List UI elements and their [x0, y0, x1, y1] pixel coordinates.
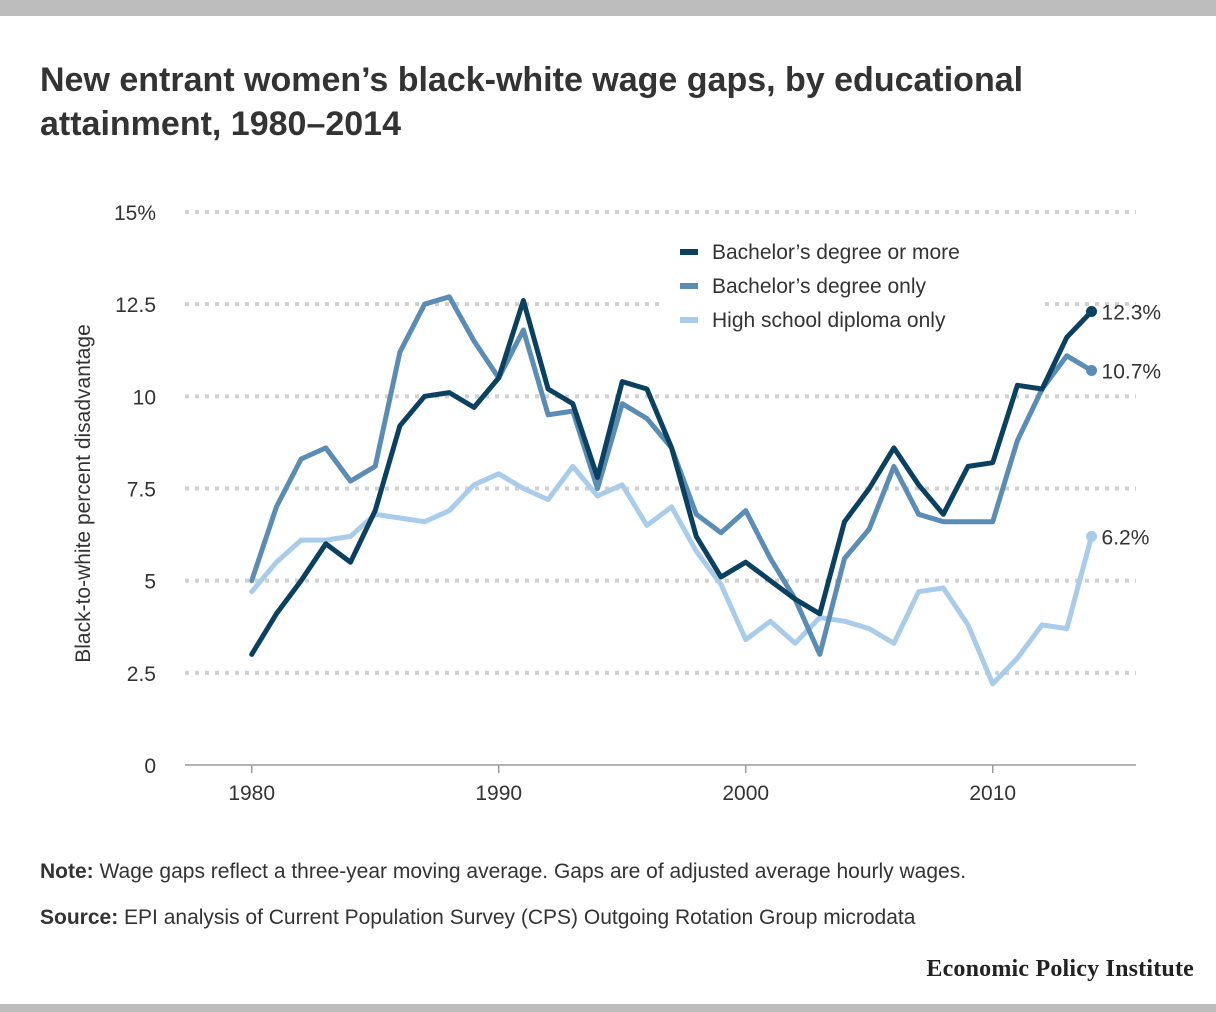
series-end-label: 10.7%	[1102, 361, 1162, 384]
x-tick-label: 1990	[475, 782, 522, 805]
x-tick-label: 2000	[722, 782, 769, 805]
top-border-bar	[0, 0, 1216, 16]
series-end-label: 6.2%	[1102, 526, 1150, 549]
series-end-label: 12.3%	[1102, 302, 1162, 325]
line-chart: 0 2.5 5 7.5 10 12.5 15% 1980 1990 2000 2010 Black-t…	[72, 202, 1162, 805]
y-tick-label: 2.5	[127, 663, 156, 686]
chart-title: New entrant women’s black-white wage gap…	[40, 61, 1024, 143]
source-text: EPI analysis of Current Population Surve…	[118, 906, 916, 929]
legend-background	[664, 232, 1044, 344]
series-end-point	[1086, 530, 1098, 542]
y-tick-label: 15%	[114, 202, 156, 225]
source-label: Source:	[40, 906, 119, 929]
y-tick-label: 10	[133, 386, 156, 409]
note-label: Note:	[40, 860, 94, 883]
note-text: Wage gaps reflect a three-year moving av…	[93, 860, 967, 883]
series-line-0	[249, 298, 1094, 657]
x-tick-label: 1980	[228, 782, 275, 805]
epi-logo-wordmark: Economic Policy Institute	[926, 956, 1194, 982]
legend-label: Bachelor’s degree only	[712, 275, 927, 298]
y-axis-title: Black-to-white percent disadvantage	[72, 324, 95, 663]
y-tick-label: 12.5	[115, 294, 156, 317]
chart-note: Note: Wage gaps reflect a three-year mov…	[40, 860, 966, 884]
series-end-point	[1086, 365, 1098, 377]
series-end-point	[1086, 306, 1098, 318]
y-tick-label: 0	[144, 755, 156, 778]
legend-label: High school diploma only	[712, 309, 946, 332]
legend-label: Bachelor’s degree or more	[712, 241, 960, 264]
bottom-border-bar	[0, 1004, 1216, 1012]
x-tick-label: 2010	[969, 782, 1016, 805]
y-tick-label: 7.5	[127, 479, 156, 502]
series-line-2	[249, 463, 1094, 687]
chart-source: Source: EPI analysis of Current Populati…	[40, 906, 915, 930]
y-tick-label: 5	[144, 571, 156, 594]
